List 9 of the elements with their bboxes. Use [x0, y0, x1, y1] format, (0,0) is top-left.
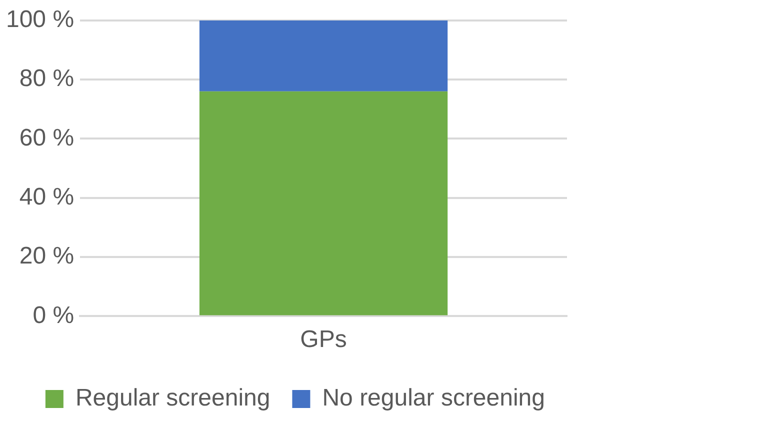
y-tick-label: 20 %: [19, 242, 74, 270]
x-tick-label: GPs: [300, 326, 347, 354]
y-tick-label: 80 %: [19, 65, 74, 92]
y-tick-label: 60 %: [19, 124, 74, 152]
legend-label: Regular screening: [75, 384, 270, 412]
y-tick-label: 40 %: [19, 184, 74, 211]
y-tick-label: 0 %: [32, 302, 74, 329]
y-tick-label: 100 %: [6, 6, 74, 34]
legend-label: No regular screening: [322, 384, 546, 412]
